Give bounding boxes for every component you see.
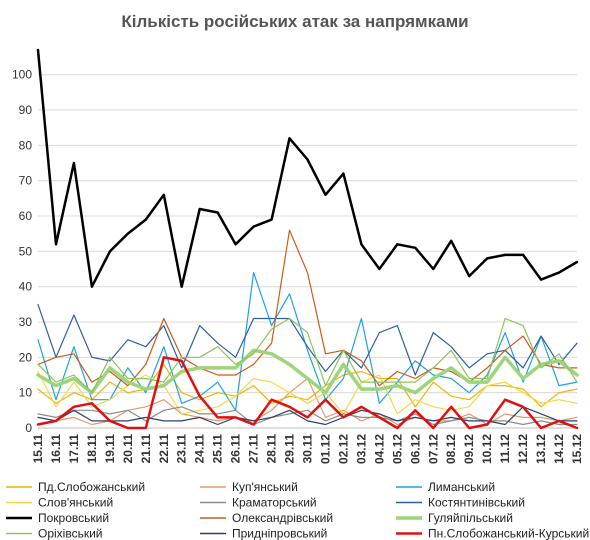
y-axis: 0 10 20 30 40 50 60 70 80 90 100 <box>12 68 32 435</box>
legend-item: Гуляйпільський <box>396 511 513 525</box>
y-tick-label: 50 <box>19 244 33 258</box>
legend-label: Слов'янський <box>38 496 113 510</box>
y-tick-label: 0 <box>25 421 32 435</box>
x-tick-label: 04.12 <box>372 434 386 464</box>
x-tick-label: 29.11 <box>283 434 297 464</box>
legend-item: Олександрівський <box>200 511 333 525</box>
x-tick-label: 10.12 <box>480 434 494 464</box>
y-tick-label: 30 <box>19 315 33 329</box>
x-tick-label: 08.12 <box>444 434 458 464</box>
legend-label: Придніпровський <box>232 527 327 540</box>
x-tick-label: 21.11 <box>139 434 153 464</box>
x-tick-label: 26.11 <box>229 434 243 464</box>
legend-label: Костянтинівський <box>428 496 525 510</box>
legend-item: Краматорський <box>200 496 317 510</box>
legend-item: Пн.Слобожанський-Курський <box>396 527 589 540</box>
legend-label: Куп'янський <box>232 480 298 494</box>
legend-label: Пн.Слобожанський-Курський <box>428 527 589 540</box>
x-tick-label: 22.11 <box>157 434 171 464</box>
x-tick-label: 11.12 <box>498 434 512 464</box>
x-tick-label: 14.12 <box>552 434 566 464</box>
x-tick-label: 16.11 <box>49 434 63 464</box>
x-tick-label: 02.12 <box>336 434 350 464</box>
legend-item: Пд.Слобожанський <box>6 480 145 494</box>
x-tick-label: 06.12 <box>408 434 422 464</box>
x-tick-label: 27.11 <box>247 434 261 464</box>
x-tick-label: 05.12 <box>390 434 404 464</box>
legend-item: Слов'янський <box>6 496 113 510</box>
legend-item: Костянтинівський <box>396 496 525 510</box>
legend-item: Куп'янський <box>200 480 298 494</box>
x-tick-label: 25.11 <box>211 434 225 464</box>
series-line-6 <box>36 48 579 288</box>
y-tick-label: 80 <box>19 138 33 152</box>
x-tick-label: 28.11 <box>265 434 279 464</box>
legend-label: Краматорський <box>232 496 317 510</box>
series-lines <box>36 48 579 430</box>
legend-item: Покровський <box>6 511 109 525</box>
x-axis: 15.11 16.11 17.11 18.11 19.11 20.11 21.11 22.11… <box>31 434 584 464</box>
y-tick-label: 70 <box>19 174 33 188</box>
y-tick-label: 90 <box>19 103 33 117</box>
x-tick-label: 01.12 <box>318 434 332 464</box>
series-line-10 <box>37 406 578 426</box>
series-line-2 <box>37 272 578 411</box>
y-tick-label: 20 <box>19 350 33 364</box>
x-tick-label: 24.11 <box>193 434 207 464</box>
x-tick-label: 07.12 <box>426 434 440 464</box>
x-tick-label: 19.11 <box>103 434 117 464</box>
legend-item: Лиманський <box>396 480 495 494</box>
x-tick-label: 30.11 <box>301 434 315 464</box>
y-tick-label: 100 <box>12 68 32 82</box>
series-line-7 <box>37 229 578 387</box>
series-line-5 <box>37 303 578 376</box>
legend-item: Придніпровський <box>200 527 327 540</box>
x-tick-label: 17.11 <box>67 434 81 464</box>
x-tick-label: 12.12 <box>516 434 530 464</box>
legend-item: Оріхівський <box>6 527 103 540</box>
x-tick-label: 15.11 <box>31 434 45 464</box>
y-tick-label: 60 <box>19 209 33 223</box>
legend-label: Оріхівський <box>38 527 103 540</box>
legend-label: Гуляйпільський <box>428 511 513 525</box>
legend: Пд.Слобожанський Куп'янський Лиманський Сло… <box>6 480 589 540</box>
x-tick-label: 13.12 <box>534 434 548 464</box>
x-tick-label: 09.12 <box>462 434 476 464</box>
series-line-9 <box>37 317 578 394</box>
legend-label: Покровський <box>38 511 109 525</box>
y-tick-label: 10 <box>19 386 33 400</box>
legend-label: Пд.Слобожанський <box>38 480 145 494</box>
x-tick-label: 20.11 <box>121 434 135 464</box>
legend-label: Олександрівський <box>232 511 333 525</box>
x-tick-label: 18.11 <box>85 434 99 464</box>
y-tick-label: 40 <box>19 280 33 294</box>
x-tick-label: 15.12 <box>570 434 584 464</box>
x-tick-label: 03.12 <box>354 434 368 464</box>
chart-title: Кількість російських атак за напрямками <box>121 12 468 31</box>
legend-label: Лиманський <box>428 480 495 494</box>
x-tick-label: 23.11 <box>175 434 189 464</box>
series-line-8 <box>36 348 579 395</box>
series-line-11 <box>36 356 579 430</box>
